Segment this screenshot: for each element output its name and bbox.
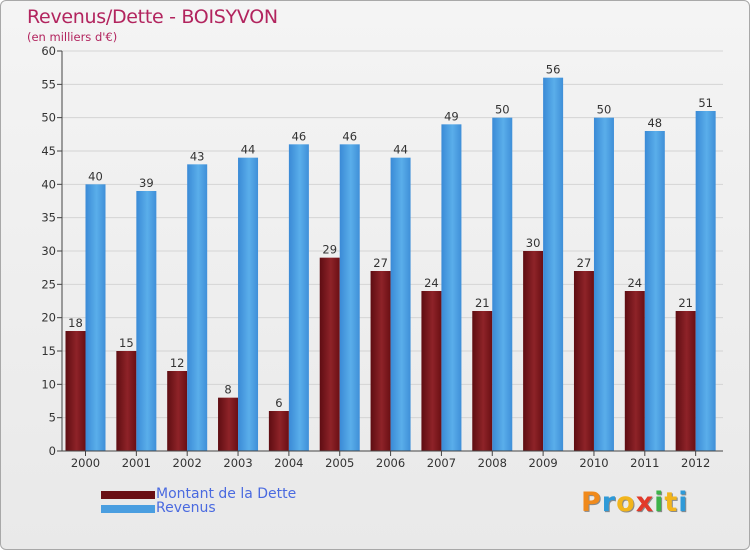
logo-letter-6: i xyxy=(678,487,689,518)
data-label-revenus-2000: 40 xyxy=(88,169,103,183)
xtick-label-2005: 2005 xyxy=(325,456,354,470)
xtick-label-2010: 2010 xyxy=(579,456,608,470)
data-label-revenus-2008: 50 xyxy=(495,103,510,117)
data-label-revenus-2009: 56 xyxy=(546,63,561,77)
ytick-label-55: 55 xyxy=(41,77,56,91)
ytick-label-30: 30 xyxy=(41,244,56,258)
data-label-dette-2000: 18 xyxy=(68,316,83,330)
xtick-label-2012: 2012 xyxy=(681,456,710,470)
bar-revenus-2000 xyxy=(85,184,106,452)
bar-dette-2001 xyxy=(116,351,137,451)
data-label-revenus-2005: 46 xyxy=(342,129,357,143)
xtick-label-2002: 2002 xyxy=(173,456,202,470)
xtick-label-2004: 2004 xyxy=(274,456,303,470)
bar-revenus-2001 xyxy=(136,191,157,451)
xtick-label-2006: 2006 xyxy=(376,456,405,470)
data-label-revenus-2012: 51 xyxy=(698,96,713,110)
logo-letter-1: r xyxy=(601,487,617,518)
data-label-revenus-2010: 50 xyxy=(597,103,612,117)
bar-dette-2009 xyxy=(523,251,544,451)
bar-dette-2007 xyxy=(421,291,442,451)
bar-dette-2000 xyxy=(65,331,86,451)
bar-dette-2003 xyxy=(218,397,239,451)
bar-revenus-2010 xyxy=(593,117,614,452)
bar-revenus-2007 xyxy=(441,124,462,451)
ytick-label-25: 25 xyxy=(41,277,56,291)
axis-layer: 0 5 10 15 20 25 30 35 40 45 50 55 60 2000 2001 2002 2003… xyxy=(41,44,723,470)
bar-revenus-2012 xyxy=(695,111,716,451)
data-label-revenus-2007: 49 xyxy=(444,109,459,123)
legend-label-dette: Montant de la Dette xyxy=(156,486,297,502)
bar-dette-2010 xyxy=(573,271,594,451)
bar-dette-2005 xyxy=(319,257,340,451)
data-label-dette-2005: 29 xyxy=(322,243,337,257)
bar-revenus-2004 xyxy=(288,144,309,452)
data-label-revenus-2011: 48 xyxy=(647,116,662,130)
data-label-dette-2001: 15 xyxy=(119,336,134,350)
xtick-label-2011: 2011 xyxy=(630,456,659,470)
bar-revenus-2011 xyxy=(644,131,665,451)
bar-dette-2011 xyxy=(624,291,645,451)
data-label-dette-2009: 30 xyxy=(526,236,541,250)
data-label-dette-2012: 21 xyxy=(678,296,693,310)
data-label-revenus-2002: 43 xyxy=(190,149,205,163)
ytick-label-0: 0 xyxy=(49,444,56,458)
bar-dette-2002 xyxy=(167,371,188,451)
ytick-label-5: 5 xyxy=(49,411,56,425)
data-label-dette-2011: 24 xyxy=(627,276,642,290)
bar-revenus-2008 xyxy=(492,117,513,452)
data-label-revenus-2001: 39 xyxy=(139,176,154,190)
ytick-label-40: 40 xyxy=(41,177,56,191)
logo-letter-3: x xyxy=(635,487,655,518)
bar-dette-2012 xyxy=(675,311,696,451)
xtick-label-2007: 2007 xyxy=(427,456,456,470)
xtick-label-2003: 2003 xyxy=(223,456,252,470)
logo-letter-0: P xyxy=(581,487,602,518)
bar-revenus-2002 xyxy=(187,164,208,452)
data-label-revenus-2004: 46 xyxy=(292,129,307,143)
bar-dette-2008 xyxy=(472,311,493,451)
ytick-label-10: 10 xyxy=(41,377,56,391)
chart-title: Revenus/Dette - BOISYVON xyxy=(27,6,278,28)
data-label-revenus-2006: 44 xyxy=(393,143,408,157)
ytick-label-15: 15 xyxy=(41,344,56,358)
ytick-label-35: 35 xyxy=(41,211,56,225)
legend-label-revenus: Revenus xyxy=(156,500,216,516)
data-label-dette-2010: 27 xyxy=(577,256,592,270)
logo-letter-5: t xyxy=(664,487,679,518)
bar-revenus-2003 xyxy=(238,157,259,451)
data-label-dette-2003: 8 xyxy=(224,383,231,397)
bars-layer xyxy=(65,77,716,452)
logo-letter-2: o xyxy=(616,487,636,518)
bar-dette-2006 xyxy=(370,271,391,451)
xtick-label-2001: 2001 xyxy=(122,456,151,470)
ytick-label-45: 45 xyxy=(41,144,56,158)
bar-revenus-2006 xyxy=(390,157,411,451)
data-label-dette-2007: 24 xyxy=(424,276,439,290)
bar-revenus-2005 xyxy=(339,144,360,452)
data-label-dette-2006: 27 xyxy=(373,256,388,270)
xtick-label-2009: 2009 xyxy=(528,456,557,470)
bar-dette-2004 xyxy=(268,411,289,451)
ytick-label-20: 20 xyxy=(41,311,56,325)
chart-subtitle: (en milliers d'€) xyxy=(27,30,118,44)
legend-swatch-dette xyxy=(101,491,155,499)
ytick-label-50: 50 xyxy=(41,111,56,125)
data-label-dette-2008: 21 xyxy=(475,296,490,310)
legend-swatch-revenus xyxy=(101,505,155,513)
labels-layer: 18 40 15 39 12 43 8 44 6 46 29 46 27 44 24 49 21 50 30 56 27… xyxy=(68,63,713,410)
data-label-revenus-2003: 44 xyxy=(241,143,256,157)
data-label-dette-2002: 12 xyxy=(170,356,185,370)
bar-revenus-2009 xyxy=(543,77,564,452)
xtick-label-2000: 2000 xyxy=(71,456,100,470)
xtick-label-2008: 2008 xyxy=(478,456,507,470)
proxiti-logo: Proxiti xyxy=(581,487,689,518)
data-label-dette-2004: 6 xyxy=(275,396,282,410)
ytick-label-60: 60 xyxy=(41,44,56,58)
logo-letter-4: i xyxy=(654,487,665,518)
